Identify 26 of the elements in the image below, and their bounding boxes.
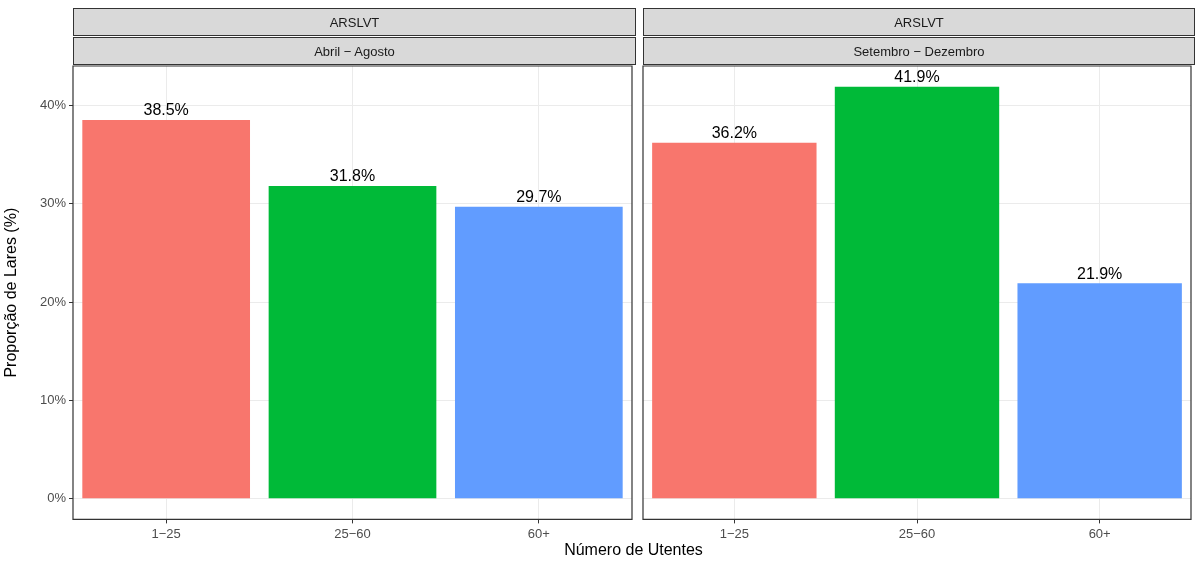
chart-title: ARSLVT [643, 8, 1195, 36]
x-tick-label: 1−25 [719, 525, 749, 541]
bar [82, 120, 251, 499]
y-axis-title: Proporção de Lares (%) [2, 207, 20, 378]
y-tick-label: 10% [39, 391, 67, 407]
y-tick-label: 40% [39, 96, 67, 112]
x-tick-label: 25−60 [334, 525, 371, 541]
chart-subtitle: Abril − Agosto [73, 37, 636, 65]
x-axis-title: Número de Utentes [563, 541, 704, 559]
y-tick-label: 20% [39, 293, 67, 309]
x-tick-label: 60+ [1088, 525, 1111, 541]
data-label: 31.8% [329, 167, 376, 185]
data-label: 29.7% [516, 188, 562, 206]
y-tick-label: 0% [47, 490, 67, 506]
data-label: 21.9% [1076, 264, 1123, 282]
bar [454, 206, 623, 499]
y-tick-label: 30% [39, 195, 67, 211]
data-label: 38.5% [143, 101, 189, 119]
x-tick-label: 1−25 [151, 525, 181, 541]
data-label: 36.2% [711, 124, 758, 142]
bar [268, 185, 437, 499]
chart-subtitle: Setembro − Dezembro [643, 37, 1195, 65]
x-tick-label: 60+ [527, 525, 550, 541]
x-tick-label: 25−60 [898, 525, 936, 541]
chart-title: ARSLVT [73, 8, 636, 36]
data-label: 41.9% [894, 68, 940, 86]
